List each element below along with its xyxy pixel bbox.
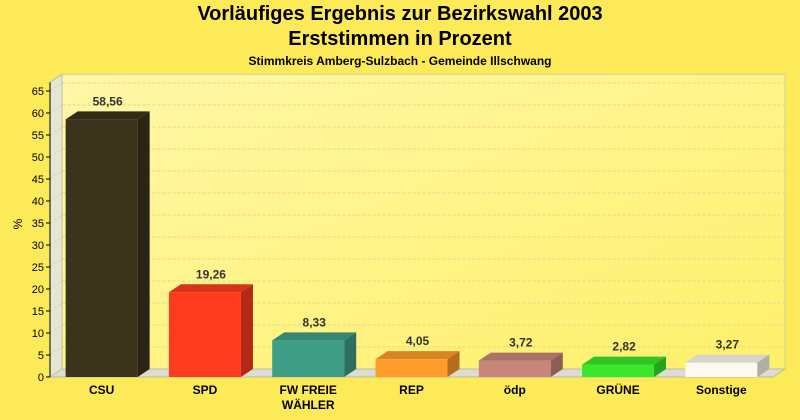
bar xyxy=(478,360,551,377)
y-axis-label: % xyxy=(11,218,25,229)
y-tick-label: 60 xyxy=(32,108,44,120)
bar xyxy=(65,119,138,377)
grid-line xyxy=(49,192,785,202)
y-tick-label: 40 xyxy=(32,196,44,208)
bar-side xyxy=(757,354,770,377)
y-tick-label: 25 xyxy=(32,262,44,274)
grid-line xyxy=(49,236,785,246)
bar-top xyxy=(272,332,357,341)
data-label: 2,82 xyxy=(612,340,636,354)
y-tick-label: 10 xyxy=(32,328,44,340)
x-tick-label: FW FREIE WÄHLER xyxy=(280,383,337,412)
bar xyxy=(168,292,241,377)
bar-side xyxy=(654,356,667,377)
y-tick-label: 30 xyxy=(32,240,44,252)
grid-line xyxy=(49,280,785,290)
bar xyxy=(272,340,345,377)
data-label: 19,26 xyxy=(196,267,226,281)
y-tick-label: 55 xyxy=(32,130,44,142)
data-label: 58,56 xyxy=(93,94,123,108)
grid-line xyxy=(49,302,785,312)
chart-subsubtitle: Stimmkreis Amberg-Sulzbach - Gemeinde Il… xyxy=(248,54,552,68)
grid-line xyxy=(49,148,785,158)
y-tick-label: 0 xyxy=(38,372,44,384)
bar xyxy=(375,359,448,377)
grid-line xyxy=(49,82,785,92)
bar-side xyxy=(447,351,460,377)
chart-subtitle: Erststimmen in Prozent xyxy=(288,28,512,50)
grid-line xyxy=(49,346,785,356)
y-tick-label: 65 xyxy=(32,86,44,98)
x-tick-label: ödp xyxy=(504,383,526,397)
y-tick-label: 45 xyxy=(32,174,44,186)
y-tick-label: 15 xyxy=(32,306,44,318)
data-label: 8,33 xyxy=(303,315,327,329)
data-label: 4,05 xyxy=(406,334,430,348)
x-tick-label: Sonstige xyxy=(696,383,747,397)
grid-line xyxy=(49,214,785,224)
data-label: 3,72 xyxy=(509,336,533,350)
bar-side xyxy=(240,284,253,377)
x-tick-label: REP xyxy=(399,383,424,397)
bar-top xyxy=(168,284,253,293)
y-tick-label: 35 xyxy=(32,218,44,230)
grid-line xyxy=(49,324,785,334)
grid-line xyxy=(49,258,785,268)
bar-top xyxy=(65,111,150,120)
bar-side xyxy=(550,352,563,377)
chart-title: Vorläufiges Ergebnis zur Bezirkswahl 200… xyxy=(197,3,603,25)
grid-line xyxy=(49,104,785,114)
x-tick-label: CSU xyxy=(89,383,114,397)
y-tick-label: 20 xyxy=(32,284,44,296)
x-tick-label: GRÜNE xyxy=(596,382,639,397)
bar-side xyxy=(344,332,357,377)
bar-side xyxy=(137,111,150,377)
y-tick-label: 5 xyxy=(38,350,44,362)
bar-top xyxy=(478,352,563,361)
bar-top xyxy=(375,351,460,360)
x-tick-label: SPD xyxy=(193,383,218,397)
bar-top xyxy=(685,354,770,363)
y-tick-label: 50 xyxy=(32,152,44,164)
bar-top xyxy=(582,356,667,365)
bar xyxy=(685,362,758,377)
bar xyxy=(582,364,655,377)
data-label: 3,27 xyxy=(716,338,740,352)
grid-line xyxy=(49,170,785,180)
grid-line xyxy=(49,126,785,136)
